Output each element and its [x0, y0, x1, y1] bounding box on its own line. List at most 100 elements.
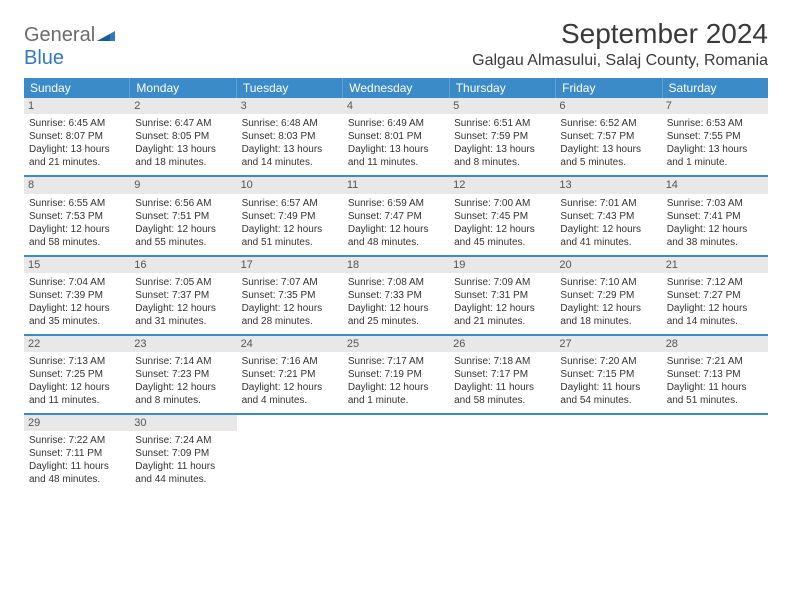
- sunrise-text: Sunrise: 7:12 AM: [667, 276, 763, 289]
- daylight-text: Daylight: 12 hours and 48 minutes.: [348, 223, 444, 249]
- calendar: Sunday Monday Tuesday Wednesday Thursday…: [24, 78, 768, 492]
- sunrise-text: Sunrise: 7:14 AM: [135, 355, 231, 368]
- day-cell: 18Sunrise: 7:08 AMSunset: 7:33 PMDayligh…: [343, 257, 449, 334]
- day-cell: 21Sunrise: 7:12 AMSunset: 7:27 PMDayligh…: [662, 257, 768, 334]
- sunrise-text: Sunrise: 7:09 AM: [454, 276, 550, 289]
- daylight-text: Daylight: 12 hours and 8 minutes.: [135, 381, 231, 407]
- day-header-monday: Monday: [130, 78, 236, 98]
- sunset-text: Sunset: 7:31 PM: [454, 289, 550, 302]
- day-header-thursday: Thursday: [450, 78, 556, 98]
- sunset-text: Sunset: 7:59 PM: [454, 130, 550, 143]
- sunrise-text: Sunrise: 6:45 AM: [29, 117, 125, 130]
- week-row: 15 Sunrise: 7:04 AMSunset: 7:39 PM Dayligh…: [24, 257, 768, 336]
- sunset-text: Sunset: 7:55 PM: [667, 130, 763, 143]
- daylight-text: Daylight: 13 hours and 1 minute.: [667, 143, 763, 169]
- day-cell: 10Sunrise: 6:57 AMSunset: 7:49 PMDayligh…: [237, 177, 343, 254]
- sunset-text: Sunset: 8:01 PM: [348, 130, 444, 143]
- sunset-text: Sunset: 7:49 PM: [242, 210, 338, 223]
- day-number: 8: [24, 177, 130, 193]
- day-number: 13: [555, 177, 661, 193]
- daylight-text: Daylight: 12 hours and 25 minutes.: [348, 302, 444, 328]
- sunrise-text: Sunrise: 7:00 AM: [454, 197, 550, 210]
- sunrise-text: Sunrise: 7:04 AM: [29, 276, 125, 289]
- sunset-text: Sunset: 7:15 PM: [560, 368, 656, 381]
- sunrise-text: Sunrise: 6:51 AM: [454, 117, 550, 130]
- day-cell: 8Sunrise: 6:55 AMSunset: 7:53 PMDaylight…: [24, 177, 130, 254]
- sunrise-text: Sunrise: 6:59 AM: [348, 197, 444, 210]
- location-text: Galgau Almasului, Salaj County, Romania: [472, 52, 768, 70]
- day-header-friday: Friday: [556, 78, 662, 98]
- sunset-text: Sunset: 7:37 PM: [135, 289, 231, 302]
- daylight-text: Daylight: 12 hours and 55 minutes.: [135, 223, 231, 249]
- daylight-text: Daylight: 12 hours and 51 minutes.: [242, 223, 338, 249]
- sunset-text: Sunset: 7:23 PM: [135, 368, 231, 381]
- sunrise-text: Sunrise: 7:22 AM: [29, 434, 125, 447]
- title-block: September 2024 Galgau Almasului, Salaj C…: [472, 18, 768, 70]
- day-number: 1: [24, 98, 130, 114]
- day-number: 19: [449, 257, 555, 273]
- day-number: 11: [343, 177, 449, 193]
- day-number: 20: [555, 257, 661, 273]
- daylight-text: Daylight: 12 hours and 28 minutes.: [242, 302, 338, 328]
- day-number: 9: [130, 177, 236, 193]
- day-cell: 5Sunrise: 6:51 AMSunset: 7:59 PMDaylight…: [449, 98, 555, 175]
- sunset-text: Sunset: 8:07 PM: [29, 130, 125, 143]
- sunset-text: Sunset: 7:41 PM: [667, 210, 763, 223]
- day-header-wednesday: Wednesday: [343, 78, 449, 98]
- day-number: 25: [343, 336, 449, 352]
- daylight-text: Daylight: 13 hours and 18 minutes.: [135, 143, 231, 169]
- daylight-text: Daylight: 12 hours and 1 minute.: [348, 381, 444, 407]
- sunset-text: Sunset: 7:57 PM: [560, 130, 656, 143]
- sunrise-text: Sunrise: 7:05 AM: [135, 276, 231, 289]
- day-cell: 13Sunrise: 7:01 AMSunset: 7:43 PMDayligh…: [555, 177, 661, 254]
- day-cell: 11 Sunrise: 6:59 AMSunset: 7:47 PMDayligh…: [343, 177, 449, 254]
- day-cell: [237, 415, 343, 492]
- sunrise-text: Sunrise: 7:16 AM: [242, 355, 338, 368]
- sunset-text: Sunset: 7:39 PM: [29, 289, 125, 302]
- sunset-text: Sunset: 7:17 PM: [454, 368, 550, 381]
- daylight-text: Daylight: 11 hours and 48 minutes.: [29, 460, 125, 486]
- day-header-saturday: Saturday: [663, 78, 768, 98]
- sunrise-text: Sunrise: 7:08 AM: [348, 276, 444, 289]
- day-cell: 22Sunrise: 7:13 AMSunset: 7:25 PMDayligh…: [24, 336, 130, 413]
- sunset-text: Sunset: 7:27 PM: [667, 289, 763, 302]
- day-number: 22: [24, 336, 130, 352]
- sunrise-text: Sunrise: 7:07 AM: [242, 276, 338, 289]
- sunset-text: Sunset: 7:33 PM: [348, 289, 444, 302]
- sunset-text: Sunset: 7:13 PM: [667, 368, 763, 381]
- sunrise-text: Sunrise: 6:47 AM: [135, 117, 231, 130]
- sunrise-text: Sunrise: 6:48 AM: [242, 117, 338, 130]
- logo-triangle-icon: [97, 27, 115, 46]
- logo-text-1: General: [24, 24, 95, 46]
- daylight-text: Daylight: 12 hours and 41 minutes.: [560, 223, 656, 249]
- day-number: 14: [662, 177, 768, 193]
- daylight-text: Daylight: 11 hours and 44 minutes.: [135, 460, 231, 486]
- day-number: 15: [24, 257, 130, 273]
- daylight-text: Daylight: 12 hours and 31 minutes.: [135, 302, 231, 328]
- day-cell: 24Sunrise: 7:16 AMSunset: 7:21 PMDayligh…: [237, 336, 343, 413]
- day-number: 10: [237, 177, 343, 193]
- header: General Blue September 2024 Galgau Almas…: [24, 18, 768, 70]
- day-cell: 23Sunrise: 7:14 AMSunset: 7:23 PMDayligh…: [130, 336, 236, 413]
- day-cell: 29Sunrise: 7:22 AMSunset: 7:11 PMDayligh…: [24, 415, 130, 492]
- sunrise-text: Sunrise: 7:03 AM: [667, 197, 763, 210]
- day-cell: [343, 415, 449, 492]
- daylight-text: Daylight: 11 hours and 58 minutes.: [454, 381, 550, 407]
- day-cell: 15Sunrise: 7:04 AMSunset: 7:39 PMDayligh…: [24, 257, 130, 334]
- daylight-text: Daylight: 12 hours and 18 minutes.: [560, 302, 656, 328]
- day-header-sunday: Sunday: [24, 78, 130, 98]
- day-number: 7: [662, 98, 768, 114]
- sunrise-text: Sunrise: 7:21 AM: [667, 355, 763, 368]
- daylight-text: Daylight: 12 hours and 11 minutes.: [29, 381, 125, 407]
- sunset-text: Sunset: 7:53 PM: [29, 210, 125, 223]
- day-number: 12: [449, 177, 555, 193]
- sunset-text: Sunset: 7:47 PM: [348, 210, 444, 223]
- day-cell: 30Sunrise: 7:24 AMSunset: 7:09 PMDayligh…: [130, 415, 236, 492]
- day-cell: 28Sunrise: 7:21 AMSunset: 7:13 PMDayligh…: [662, 336, 768, 413]
- day-number: 24: [237, 336, 343, 352]
- sunset-text: Sunset: 8:05 PM: [135, 130, 231, 143]
- day-cell: 25Sunrise: 7:17 AMSunset: 7:19 PMDayligh…: [343, 336, 449, 413]
- sunset-text: Sunset: 7:51 PM: [135, 210, 231, 223]
- day-number: 5: [449, 98, 555, 114]
- day-number: 30: [130, 415, 236, 431]
